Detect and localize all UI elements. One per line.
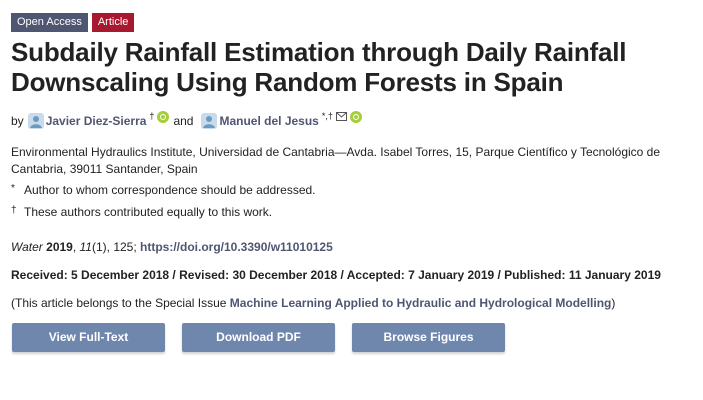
- note-mark: *: [11, 183, 15, 194]
- author2-affiliation-mark: *,†: [321, 111, 333, 121]
- journal-name: Water: [11, 240, 43, 254]
- article-type-badge: Article: [91, 13, 135, 32]
- citation-line: Water 2019, 11(1), 125; https://doi.org/…: [11, 240, 333, 254]
- mail-icon[interactable]: [335, 110, 347, 124]
- publication-dates: Received: 5 December 2018 / Revised: 30 …: [11, 268, 661, 282]
- special-issue-link[interactable]: Machine Learning Applied to Hydraulic an…: [229, 296, 612, 310]
- author-avatar-icon: [201, 113, 218, 129]
- author-list: by Javier Diez-Sierra † and Manuel del J…: [11, 110, 362, 129]
- citation-year: 2019: [46, 240, 73, 254]
- special-issue-prefix: (This article belongs to the Special Iss…: [11, 296, 230, 310]
- view-full-text-button[interactable]: View Full-Text: [12, 323, 165, 352]
- equal-contribution-note: † These authors contributed equally to th…: [11, 205, 272, 219]
- note-mark: †: [11, 205, 17, 216]
- author-link-diez-sierra[interactable]: Javier Diez-Sierra: [45, 114, 147, 128]
- special-issue-line: (This article belongs to the Special Iss…: [11, 296, 615, 310]
- author-link-del-jesus[interactable]: Manuel del Jesus: [219, 114, 319, 128]
- affiliation-text: Environmental Hydraulics Institute, Univ…: [11, 145, 661, 176]
- special-issue-suffix: ): [611, 296, 616, 310]
- by-label: by: [11, 114, 24, 128]
- doi-link[interactable]: https://doi.org/10.3390/w11010125: [140, 240, 333, 254]
- correspondence-note: * Author to whom correspondence should be…: [11, 183, 316, 197]
- article-title: Subdaily Rainfall Estimation through Dai…: [11, 37, 627, 97]
- orcid-icon[interactable]: [157, 111, 170, 123]
- citation-volume: 11: [79, 240, 92, 254]
- citation-issue-pages: (1), 125;: [91, 240, 141, 254]
- author1-affiliation-mark: †: [149, 111, 155, 121]
- open-access-badge: Open Access: [11, 13, 88, 32]
- author-avatar-icon: [27, 113, 44, 129]
- download-pdf-button[interactable]: Download PDF: [182, 323, 335, 352]
- article-badges: Open Access Article: [11, 13, 135, 32]
- note-text: Author to whom correspondence should be …: [24, 183, 316, 197]
- note-text: These authors contributed equally to thi…: [24, 205, 273, 219]
- browse-figures-button[interactable]: Browse Figures: [352, 323, 505, 352]
- and-label: and: [173, 114, 194, 128]
- orcid-icon[interactable]: [349, 111, 362, 123]
